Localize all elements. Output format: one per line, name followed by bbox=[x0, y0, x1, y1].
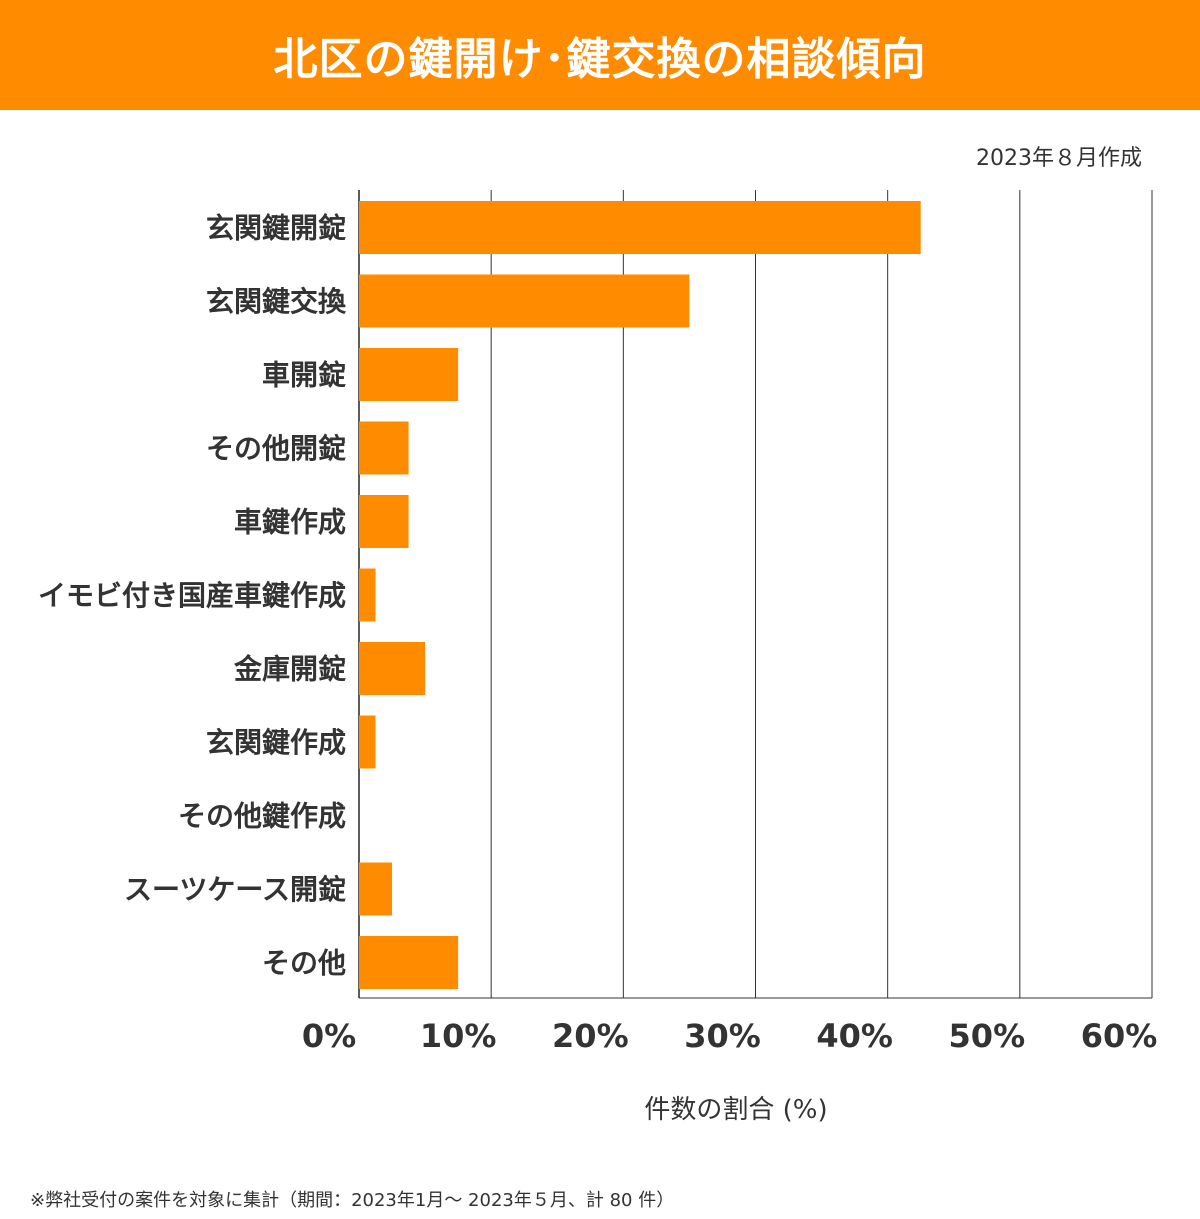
chart-title: 北区の鍵開け･鍵交換の相談傾向 bbox=[273, 34, 927, 85]
category-label: 玄関鍵開錠 bbox=[206, 212, 346, 245]
x-tick-label: 10% bbox=[420, 1017, 497, 1055]
category-label: イモビ付き国産車鍵作成 bbox=[38, 579, 346, 612]
category-label: 玄関鍵交換 bbox=[206, 285, 347, 318]
bar bbox=[359, 274, 690, 328]
category-label: 車開錠 bbox=[262, 359, 346, 392]
x-tick-label: 40% bbox=[816, 1017, 893, 1055]
bar bbox=[359, 421, 409, 475]
bar bbox=[359, 201, 921, 254]
bar bbox=[359, 495, 409, 548]
category-label: 金庫開錠 bbox=[233, 653, 346, 686]
x-axis-label: 件数の割合 (%) bbox=[644, 1095, 827, 1125]
category-label: 玄関鍵作成 bbox=[206, 726, 346, 759]
category-label: その他鍵作成 bbox=[178, 800, 346, 833]
title-bar: 北区の鍵開け･鍵交換の相談傾向 bbox=[0, 0, 1200, 110]
bars bbox=[359, 201, 921, 989]
category-label: その他 bbox=[262, 947, 346, 980]
footnote: ※弊社受付の案件を対象に集計（期間：2023年1月～ 2023年５月、計 80 … bbox=[30, 1190, 675, 1211]
x-tick-label: 30% bbox=[684, 1017, 761, 1055]
x-tick-label: 50% bbox=[949, 1017, 1026, 1055]
bar bbox=[359, 715, 376, 769]
category-label: その他開錠 bbox=[206, 432, 346, 465]
bar bbox=[359, 862, 393, 916]
bar bbox=[359, 348, 459, 401]
category-label: 車鍵作成 bbox=[234, 506, 346, 539]
category-labels: 玄関鍵開錠玄関鍵交換車開錠その他開錠車鍵作成イモビ付き国産車鍵作成金庫開錠玄関鍵… bbox=[38, 212, 347, 980]
x-tick-label: 60% bbox=[1081, 1017, 1158, 1055]
category-label: スーツケース開錠 bbox=[124, 873, 346, 906]
x-tick-label: 20% bbox=[552, 1017, 629, 1055]
created-date-label: 2023年８月作成 bbox=[976, 146, 1142, 171]
x-tick-labels: 0% 10% 20% 30% 40% 50% 60% bbox=[302, 1017, 1157, 1055]
x-tick-label: 0% bbox=[302, 1017, 356, 1055]
bar bbox=[359, 936, 459, 989]
bar bbox=[359, 642, 426, 695]
bar bbox=[359, 568, 376, 622]
